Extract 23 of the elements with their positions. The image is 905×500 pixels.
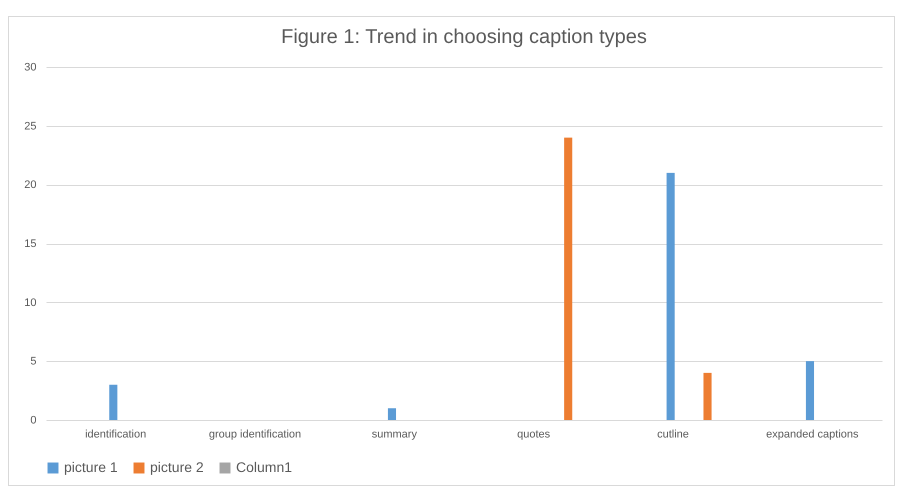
y-tick-label: 5 (30, 356, 36, 368)
legend-label: picture 2 (150, 459, 204, 475)
x-tick-label: group identification (208, 428, 302, 440)
bar (388, 408, 396, 420)
bar (666, 172, 675, 420)
y-tick-label: 10 (24, 296, 36, 309)
legend-label: picture 1 (64, 459, 118, 475)
x-tick-label: quotes (517, 428, 551, 440)
chart-title: Figure 1: Trend in choosing caption types (281, 26, 647, 48)
x-tick-label: expanded captions (766, 428, 860, 440)
y-tick-label: 0 (30, 414, 36, 426)
y-tick-label: 25 (24, 120, 36, 132)
bar (109, 384, 118, 420)
bar (703, 372, 712, 420)
x-tick-label: summary (372, 428, 418, 440)
y-tick-label: 30 (24, 62, 36, 74)
x-tick-label: identification (85, 428, 146, 440)
legend-label: Column1 (236, 459, 292, 475)
bar (564, 138, 572, 420)
y-tick-label: 15 (24, 238, 36, 250)
y-tick-label: 20 (24, 179, 36, 192)
x-tick-label: cutline (657, 428, 689, 440)
bar (806, 361, 814, 420)
